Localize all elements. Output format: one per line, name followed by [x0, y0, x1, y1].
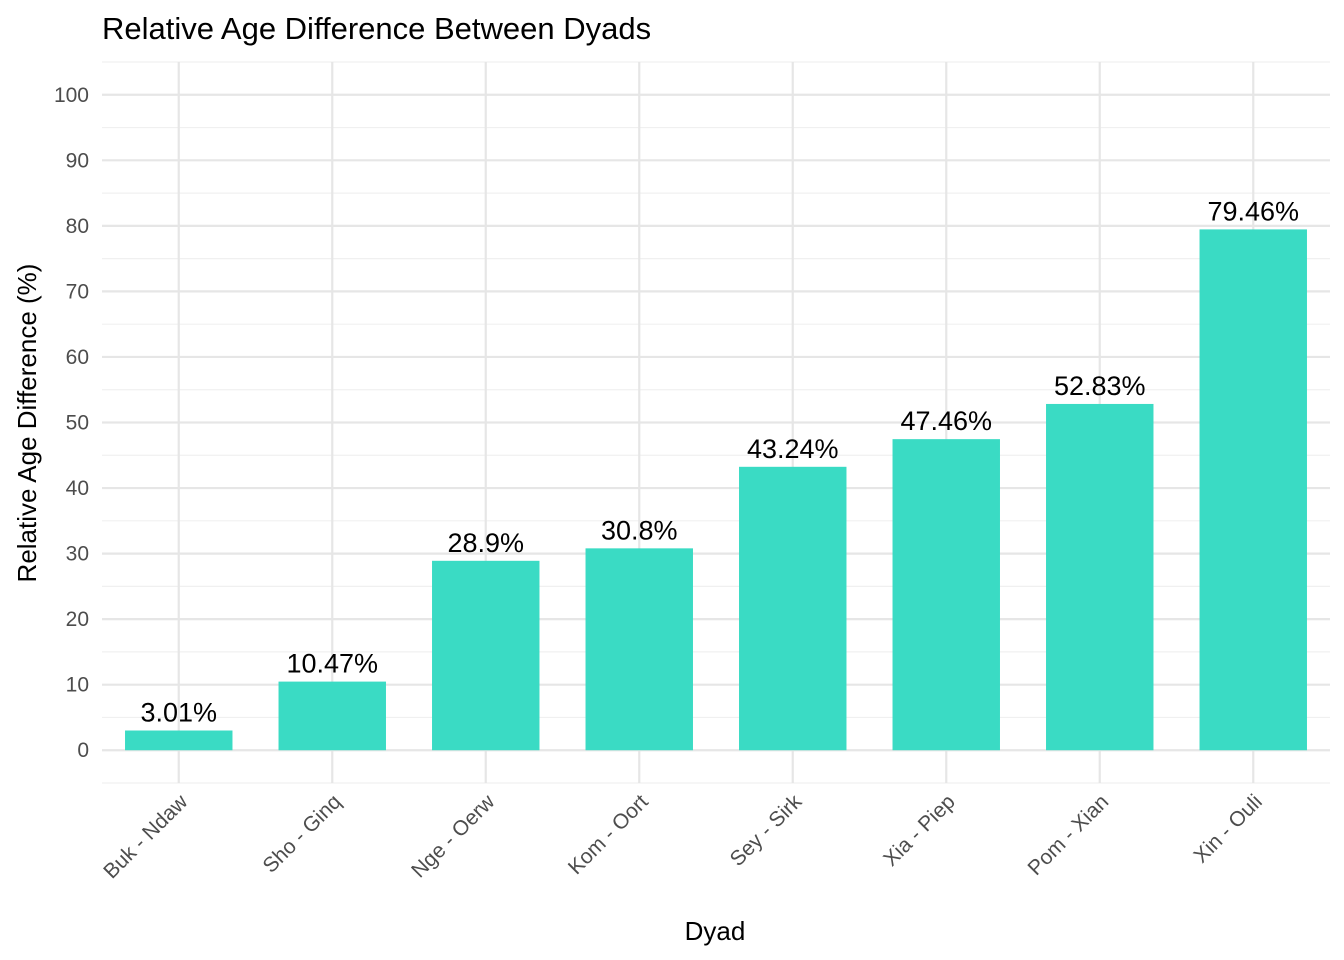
y-tick-label: 100 — [54, 84, 89, 107]
bar — [1199, 229, 1307, 751]
bar-value-label: 28.9% — [447, 528, 524, 558]
bar — [739, 466, 847, 751]
y-tick-label: 80 — [66, 215, 89, 238]
y-tick-label: 20 — [66, 608, 89, 631]
bar — [432, 560, 540, 751]
x-tick-label: Sho - Ginq — [259, 790, 346, 877]
y-tick-label: 60 — [66, 346, 89, 369]
bar-value-label: 10.47% — [286, 649, 378, 679]
x-axis-title: Dyad — [685, 916, 746, 946]
y-tick-label: 50 — [66, 412, 89, 435]
bar — [892, 439, 1000, 751]
y-tick-label: 40 — [66, 477, 89, 500]
y-tick-label: 90 — [66, 149, 89, 172]
bar — [585, 548, 693, 751]
x-axis-ticks: Buk - Ndaw Sho - Ginq Nge - Oerw Kom - Oort… — [99, 790, 1267, 884]
x-tick-label: Sey - Sirk — [726, 790, 807, 871]
bars — [125, 229, 1307, 751]
bar-value-label: 3.01% — [140, 697, 217, 727]
bar — [278, 681, 386, 751]
bar-value-label: 79.46% — [1207, 196, 1299, 226]
bar-value-label: 43.24% — [747, 434, 839, 464]
y-tick-label: 30 — [66, 543, 89, 566]
bar-value-label: 47.46% — [900, 406, 992, 436]
chart-title: Relative Age Difference Between Dyads — [102, 11, 651, 46]
bar — [125, 730, 233, 751]
bar — [1046, 403, 1154, 751]
data-labels: 3.01% 10.47% 28.9% 30.8% 43.24% 47.46% 52.83% 7… — [140, 196, 1299, 727]
x-tick-label: Nge - Oerw — [407, 790, 500, 883]
x-tick-label: Xia - Piep — [879, 790, 960, 871]
y-axis-title: Relative Age Difference (%) — [12, 264, 42, 583]
bar-value-label: 30.8% — [601, 515, 678, 545]
x-tick-label: Buk - Ndaw — [99, 790, 193, 884]
y-tick-label: 70 — [66, 280, 89, 303]
y-tick-label: 0 — [77, 739, 89, 762]
x-tick-label: Pom - Xian — [1024, 790, 1114, 880]
bar-value-label: 52.83% — [1054, 371, 1146, 401]
y-axis-ticks: 0 10 20 30 40 50 60 70 80 90 100 — [54, 84, 89, 762]
x-tick-label: Xin - Ouli — [1189, 790, 1266, 867]
y-tick-label: 10 — [66, 674, 89, 697]
x-tick-label: Kom - Oort — [564, 790, 653, 879]
